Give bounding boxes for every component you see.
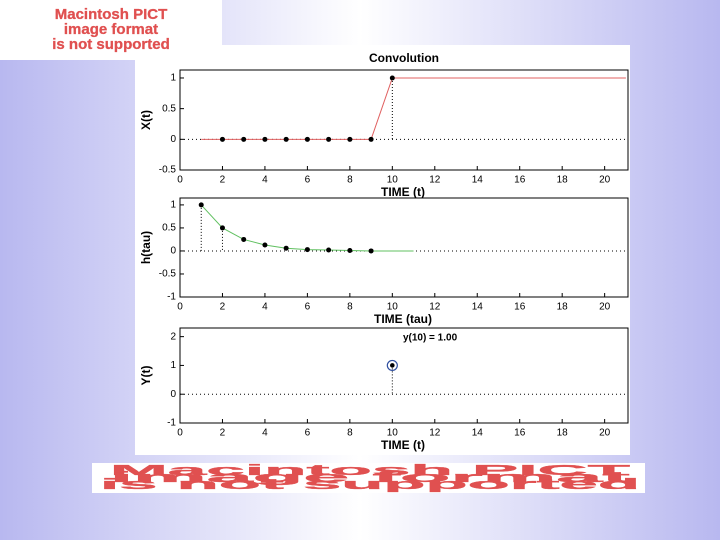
x-tick-label: 12	[429, 302, 441, 313]
y-tick-label: 0.5	[162, 223, 176, 234]
x-tick-label: 2	[220, 428, 226, 439]
x-tick-label: 20	[599, 428, 611, 439]
marker	[241, 136, 247, 142]
axes-box	[179, 197, 629, 298]
x-tick-label: 14	[472, 175, 484, 186]
x-tick-label: 18	[557, 175, 569, 186]
marker	[219, 136, 225, 142]
x-tick-label: 8	[347, 302, 353, 313]
x-tick-label: 20	[599, 302, 611, 313]
placeholder-text: is not supported	[52, 36, 170, 53]
marker	[347, 247, 353, 253]
y-axis-label: h(tau)	[139, 231, 153, 264]
x-tick-label: 20	[599, 175, 611, 186]
x-tick-label: 0	[177, 302, 183, 313]
x-tick-label: 6	[305, 428, 311, 439]
y-tick-label: 1	[170, 73, 176, 84]
x-tick-label: 16	[514, 302, 526, 313]
x-axis-label: TIME (t)	[381, 438, 425, 452]
figure-panel	[135, 45, 630, 455]
marker	[283, 245, 289, 251]
x-tick-label: 10	[387, 175, 399, 186]
y-tick-label: -1	[167, 292, 176, 303]
y-tick-label: -0.5	[159, 165, 177, 176]
y-axis-label: Y(t)	[139, 366, 153, 386]
x-tick-label: 16	[514, 428, 526, 439]
marker	[262, 136, 268, 142]
marker	[241, 236, 247, 242]
x-tick-label: 0	[177, 428, 183, 439]
y-tick-label: -1	[167, 418, 176, 429]
x-tick-label: 12	[429, 428, 441, 439]
axes-box	[179, 69, 629, 171]
x-tick-label: 0	[177, 175, 183, 186]
placeholder-text: Macintosh PICT	[110, 462, 630, 479]
x-tick-label: 14	[472, 302, 484, 313]
placeholder-text: Macintosh PICT	[55, 6, 168, 23]
x-tick-label: 18	[557, 302, 569, 313]
placeholder-box	[92, 463, 645, 493]
x-tick-label: 4	[262, 428, 268, 439]
x-tick-label: 18	[557, 428, 569, 439]
marker-ring	[386, 359, 398, 372]
marker	[368, 248, 374, 254]
placeholder-text: is not supported	[100, 476, 640, 493]
marker	[304, 247, 310, 253]
annotation: y(10) = 1.00	[403, 333, 458, 344]
x-tick-label: 4	[262, 302, 268, 313]
marker	[304, 136, 310, 142]
x-axis-label: TIME (tau)	[374, 312, 432, 326]
x-tick-label: 10	[387, 302, 399, 313]
marker	[262, 242, 268, 248]
x-tick-label: 2	[220, 302, 226, 313]
x-tick-label: 6	[305, 302, 311, 313]
placeholder-text: image format	[110, 469, 630, 486]
y-tick-label: 0	[170, 134, 176, 145]
axes-box	[179, 327, 629, 424]
x-tick-label: 4	[262, 175, 268, 186]
x-tick-label: 2	[220, 175, 226, 186]
marker	[347, 136, 353, 142]
x-tick-label: 14	[472, 428, 484, 439]
y-axis-label: X(t)	[139, 110, 153, 130]
y-tick-label: -0.5	[159, 269, 177, 280]
chart-title: Convolution	[369, 51, 439, 65]
placeholder-box	[0, 0, 222, 60]
y-tick-label: 0	[170, 246, 176, 257]
x-tick-label: 8	[347, 175, 353, 186]
y-tick-label: 0	[170, 389, 176, 400]
x-tick-label: 6	[305, 175, 311, 186]
x-tick-label: 16	[514, 175, 526, 186]
x-tick-label: 12	[429, 175, 441, 186]
y-tick-label: 2	[170, 331, 176, 342]
y-tick-label: 0.5	[162, 103, 176, 114]
x-tick-label: 8	[347, 428, 353, 439]
x-tick-label: 10	[387, 428, 399, 439]
x-axis-label: TIME (t)	[381, 185, 425, 199]
marker	[283, 136, 289, 142]
placeholder-text: image format	[64, 21, 158, 38]
marker	[326, 247, 332, 253]
y-tick-label: 1	[170, 200, 176, 211]
marker	[326, 136, 332, 142]
marker	[368, 136, 374, 142]
y-tick-label: 1	[170, 360, 176, 371]
